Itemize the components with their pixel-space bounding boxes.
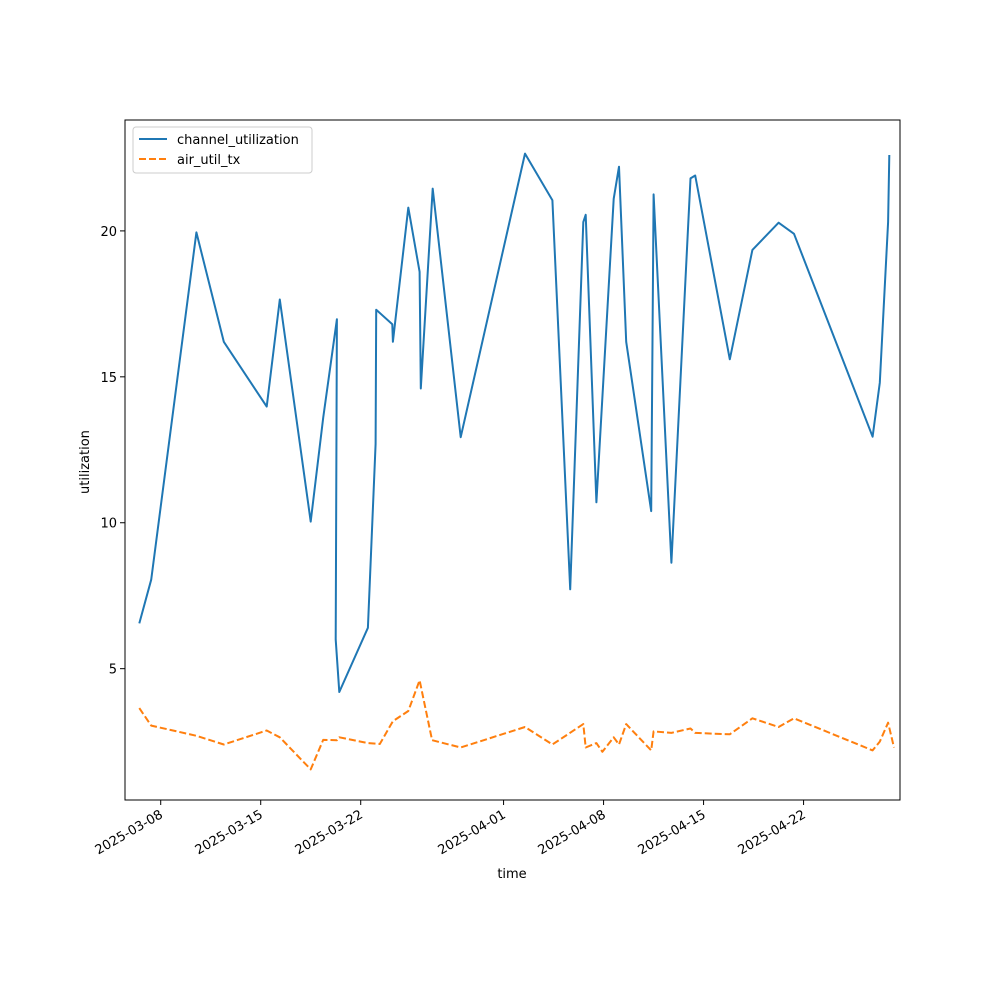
y-tick-label: 10 xyxy=(100,517,117,532)
legend: channel_utilization air_util_tx xyxy=(132,126,313,174)
series-line-air-util-tx xyxy=(138,679,895,771)
y-axis-ticks: 5 10 15 20 xyxy=(100,225,125,678)
legend-label-channel-utilization: channel_utilization xyxy=(177,133,299,148)
series-line-channel-utilization xyxy=(138,152,891,693)
legend-box xyxy=(132,126,313,174)
legend-label-air-util-tx: air_util_tx xyxy=(177,153,241,168)
plot-frame xyxy=(124,119,901,801)
y-tick-label: 20 xyxy=(100,225,117,240)
x-axis-label: time xyxy=(497,867,526,882)
y-tick-label: 5 xyxy=(109,663,117,678)
y-tick-label: 15 xyxy=(100,371,117,386)
y-axis-label: utilization xyxy=(78,430,93,494)
plot-lines xyxy=(138,152,895,771)
